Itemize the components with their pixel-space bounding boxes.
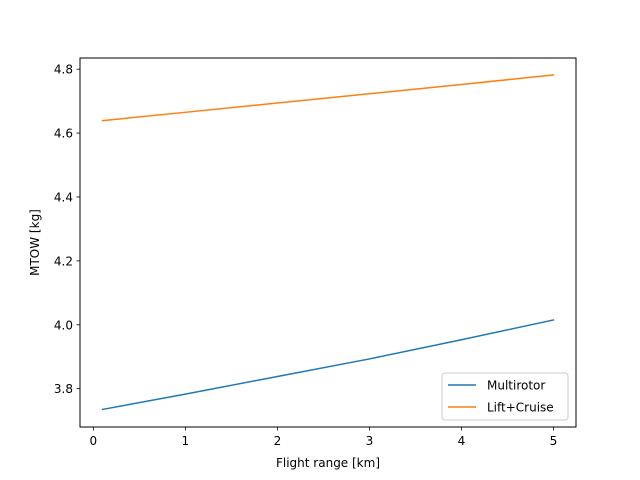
x-axis-ticks: 0 1 2 3 4 5 — [90, 427, 558, 448]
x-tick-label: 5 — [550, 434, 558, 448]
series-layer — [101, 74, 555, 411]
x-tick-label: 0 — [90, 434, 98, 448]
y-axis-ticks: 3.8 4.0 4.2 4.4 4.6 4.8 — [54, 63, 80, 396]
series-line-lift-cruise — [101, 74, 555, 122]
series-line-multirotor — [101, 319, 555, 411]
y-axis-label: MTOW [kg] — [28, 209, 42, 276]
x-tick-label: 3 — [366, 434, 374, 448]
legend-label-multirotor: Multirotor — [487, 379, 545, 393]
plot-frame — [79, 57, 577, 428]
y-tick-label: 4.2 — [54, 254, 73, 268]
x-tick-label: 4 — [458, 434, 466, 448]
x-tick-label: 1 — [182, 434, 190, 448]
y-tick-label: 4.8 — [54, 63, 73, 77]
x-axis-label: Flight range [km] — [276, 456, 380, 470]
y-tick-label: 4.0 — [54, 318, 73, 332]
legend: Multirotor Lift+Cruise — [441, 372, 569, 421]
y-tick-label: 3.8 — [54, 382, 73, 396]
x-tick-label: 2 — [274, 434, 282, 448]
legend-label-lift-cruise: Lift+Cruise — [487, 401, 554, 415]
y-tick-label: 4.4 — [54, 190, 73, 204]
y-tick-label: 4.6 — [54, 127, 73, 141]
